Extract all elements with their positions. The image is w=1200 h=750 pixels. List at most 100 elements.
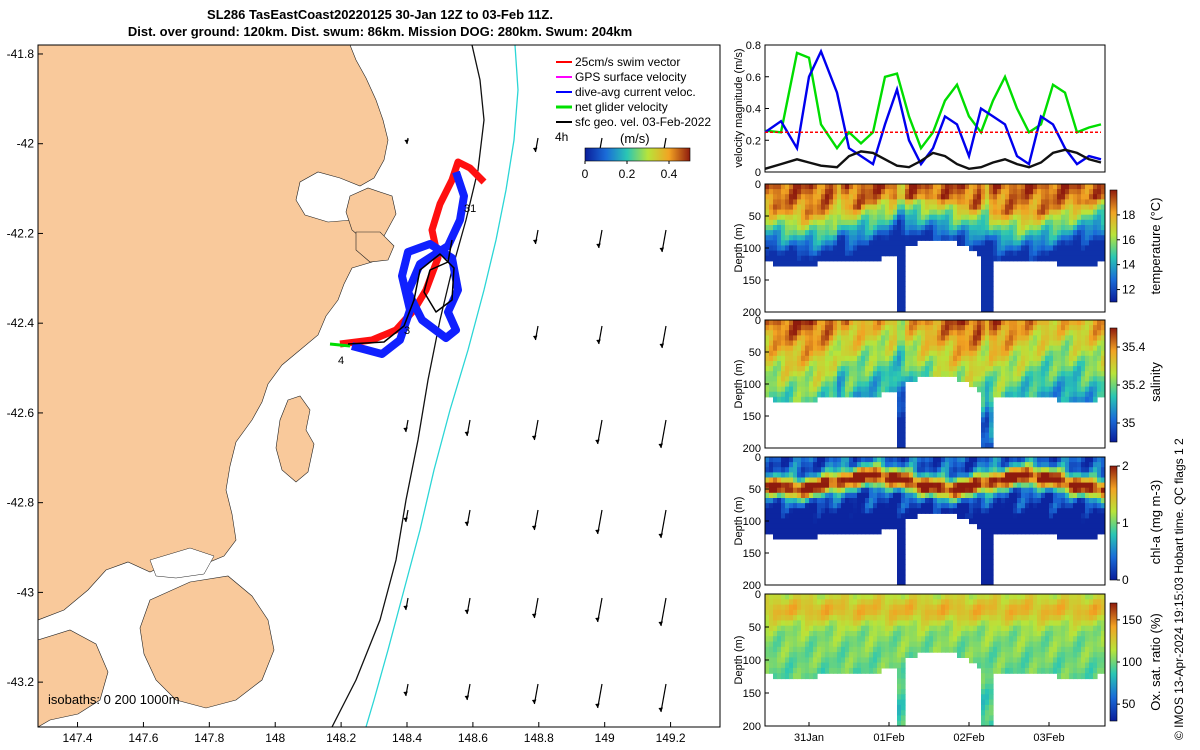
- heatmap-cell: [945, 631, 950, 637]
- heatmap-cell: [1033, 482, 1038, 489]
- heatmap-cell: [833, 513, 838, 519]
- heatmap-cell: [1089, 472, 1094, 479]
- heatmap-cell: [1093, 371, 1098, 377]
- heatmap-cell: [877, 472, 882, 479]
- heatmap-cell: [949, 371, 954, 377]
- heatmap-cell: [1009, 245, 1014, 252]
- heatmap-cell: [765, 492, 770, 499]
- heatmap-cell: [853, 209, 858, 216]
- heatmap-cell: [961, 361, 966, 367]
- heatmap-cell: [853, 350, 858, 357]
- heatmap-cell: [925, 503, 930, 509]
- heatmap-cell: [1029, 386, 1034, 393]
- heatmap-cell: [857, 477, 862, 484]
- heatmap-cell: [797, 240, 802, 246]
- heatmap-cell: [781, 189, 786, 195]
- heatmap-cell: [1061, 320, 1066, 326]
- heatmap-cell: [1069, 255, 1074, 262]
- heatmap-cell: [1001, 599, 1006, 606]
- heatmap-cell: [993, 636, 998, 643]
- heatmap-cell: [777, 657, 782, 664]
- heatmap-cell: [773, 320, 778, 326]
- heatmap-cell: [797, 492, 802, 499]
- heatmap-cell: [785, 371, 790, 377]
- heatmap-cell: [1097, 245, 1102, 252]
- heatmap-cell: [1073, 345, 1078, 352]
- heatmap-cell: [901, 528, 906, 535]
- heatmap-cell: [769, 335, 774, 342]
- heatmap-cell: [897, 492, 902, 499]
- heatmap-cell: [1093, 189, 1098, 195]
- heatmap-cell: [801, 340, 806, 347]
- heatmap-cell: [845, 477, 850, 484]
- heatmap-cell: [1065, 219, 1070, 226]
- heatmap-cell: [837, 225, 842, 231]
- heatmap-cell: [945, 636, 950, 643]
- heatmap-cell: [901, 391, 906, 398]
- heatmap-cell: [789, 214, 794, 221]
- heatmap-cell: [993, 604, 998, 611]
- heatmap-cell: [941, 350, 946, 357]
- heatmap-cell: [913, 498, 918, 504]
- heatmap-cell: [1069, 508, 1074, 514]
- heatmap-cell: [773, 250, 778, 257]
- heatmap-cell: [817, 345, 822, 352]
- heatmap-cell: [793, 498, 798, 504]
- heatmap-cell: [969, 361, 974, 367]
- heatmap-cell: [977, 230, 982, 236]
- heatmap-cell: [921, 503, 926, 509]
- heatmap-cell: [929, 204, 934, 211]
- heatmap-cell: [805, 260, 810, 267]
- heatmap-cell: [873, 219, 878, 226]
- heatmap-cell: [1081, 508, 1086, 514]
- heatmap-cell: [813, 625, 818, 632]
- heatmap-cell: [889, 641, 894, 648]
- heatmap-cell: [1053, 487, 1058, 494]
- heatmap-cell: [833, 391, 838, 398]
- heatmap-cell: [1097, 199, 1102, 206]
- bay-water: [149, 547, 215, 579]
- heatmap-cell: [845, 335, 850, 342]
- heatmap-cell: [1009, 340, 1014, 347]
- map-x-tick-label: 148.4: [392, 731, 422, 745]
- heatmap-cell: [1069, 214, 1074, 221]
- heatmap-cell: [817, 518, 822, 525]
- heatmap-cell: [861, 204, 866, 211]
- heatmap-cell: [865, 350, 870, 357]
- heatmap-cell: [1013, 230, 1018, 236]
- heatmap-cell: [937, 609, 942, 616]
- heatmap-cell: [969, 245, 974, 252]
- heatmap-cell: [981, 320, 986, 326]
- heatmap-cell: [1009, 209, 1014, 216]
- heatmap-cell: [789, 528, 794, 535]
- heatmap-cell: [961, 615, 966, 621]
- heatmap-cell: [837, 219, 842, 226]
- heatmap-cell: [805, 366, 810, 372]
- heatmap-cell: [1021, 376, 1026, 382]
- heatmap-cell: [913, 604, 918, 611]
- heatmap-cell: [961, 487, 966, 494]
- heatmap-cell: [985, 371, 990, 377]
- heatmap-cell: [901, 462, 906, 468]
- heatmap-cell: [917, 325, 922, 331]
- heatmap-cell: [1065, 386, 1070, 393]
- heatmap-cell: [1057, 330, 1062, 336]
- heatmap-cell: [1037, 457, 1042, 463]
- heatmap-cell: [969, 594, 974, 600]
- heatmap-cell: [1013, 513, 1018, 519]
- heatmap-cell: [825, 620, 830, 627]
- heatmap-cell: [1101, 250, 1105, 257]
- heatmap-cell: [901, 432, 906, 439]
- heatmap-cell: [877, 371, 882, 377]
- heatmap-cell: [921, 615, 926, 621]
- heatmap-cell: [805, 396, 810, 403]
- heatmap-cell: [981, 482, 986, 489]
- heatmap-cell: [921, 477, 926, 484]
- heatmap-cell: [829, 492, 834, 499]
- heatmap-cell: [813, 599, 818, 606]
- heatmap-cell: [1005, 255, 1010, 262]
- heatmap-cell: [1013, 240, 1018, 246]
- heatmap-cell: [869, 641, 874, 648]
- heatmap-cell: [1041, 482, 1046, 489]
- heatmap-cell: [1045, 325, 1050, 331]
